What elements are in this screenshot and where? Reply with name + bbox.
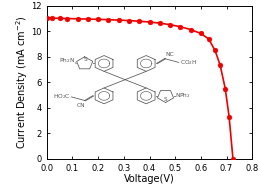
Text: S: S [83, 57, 87, 62]
Text: S: S [163, 97, 167, 102]
Text: Ph$_2$N: Ph$_2$N [59, 56, 75, 65]
Text: HO$_2$C: HO$_2$C [53, 92, 71, 101]
Text: CO$_2$H: CO$_2$H [180, 58, 197, 67]
Text: CN: CN [76, 103, 85, 108]
Text: NC: NC [165, 52, 174, 57]
X-axis label: Voltage(V): Voltage(V) [124, 174, 175, 184]
Text: NPh$_2$: NPh$_2$ [175, 91, 191, 100]
Y-axis label: Current Density (mA cm$^{-2}$): Current Density (mA cm$^{-2}$) [14, 15, 30, 149]
